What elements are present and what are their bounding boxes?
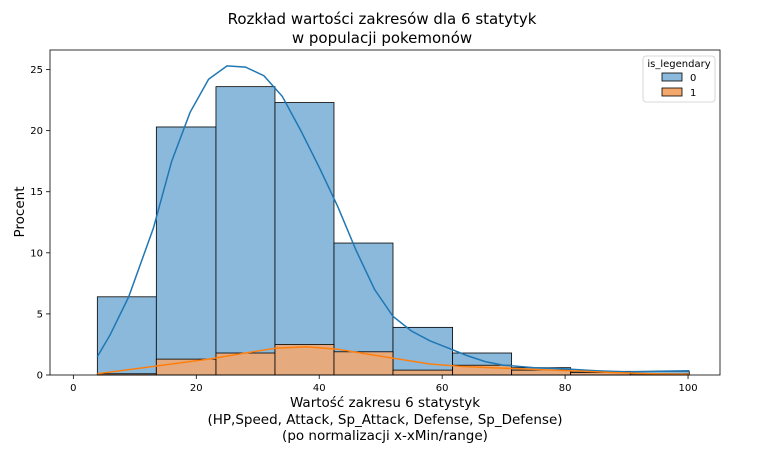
x-axis-label: Wartość zakresu 6 statystyk (HP,Speed, A… <box>207 395 562 444</box>
x-axis-label-line-2: (HP,Speed, Attack, Sp_Attack, Defense, S… <box>207 412 562 428</box>
x-tick-label-100: 100 <box>678 383 697 394</box>
x-axis-label-line-1: Wartość zakresu 6 statystyk <box>290 395 480 411</box>
bar-series-0-bin-5 <box>392 326 454 376</box>
bar-series-1-bin-4 <box>333 351 394 376</box>
x-tick-label-80: 80 <box>559 383 572 394</box>
chart-title-line-2: w populacji pokemonów <box>292 29 472 47</box>
y-tick-label-10: 10 <box>30 248 43 259</box>
y-tick-label-20: 20 <box>30 126 43 137</box>
y-tick-label-25: 25 <box>30 65 43 76</box>
bar-series-0-bin-1 <box>155 126 217 376</box>
kde-line-series-0 <box>96 65 690 373</box>
chart-title: Rozkład wartości zakresów dla 6 statytyk… <box>228 10 537 47</box>
plot-area <box>96 65 690 376</box>
bar-series-1-bin-3 <box>274 344 335 376</box>
bar-series-0-bin-3 <box>274 102 335 376</box>
kde-line-series-1 <box>97 346 690 376</box>
x-tick-label-60: 60 <box>436 383 449 394</box>
legend-label-1: 1 <box>690 88 696 99</box>
legend: is_legendary 0 1 <box>642 55 716 103</box>
axes-frame <box>49 49 721 376</box>
x-tick-label-0: 0 <box>70 383 76 394</box>
x-tick-label-20: 20 <box>190 383 203 394</box>
legend-swatch-0 <box>661 72 683 82</box>
x-axis-label-line-3: (po normalizacji x-xMin/range) <box>282 428 488 444</box>
bar-series-0-bin-0 <box>96 296 157 376</box>
x-tick-label-40: 40 <box>313 383 326 394</box>
legend-swatch-1 <box>661 87 683 97</box>
legend-label-0: 0 <box>690 73 696 84</box>
bar-series-0-bin-2 <box>215 86 276 376</box>
y-tick-label-0: 0 <box>37 371 43 382</box>
y-tick-label-5: 5 <box>37 309 43 320</box>
y-tick-label-15: 15 <box>30 187 43 198</box>
chart-title-line-1: Rozkład wartości zakresów dla 6 statytyk <box>228 10 537 28</box>
bar-series-1-bin-5 <box>392 369 454 376</box>
y-axis-label: Procent <box>12 187 28 238</box>
legend-title: is_legendary <box>647 59 710 70</box>
